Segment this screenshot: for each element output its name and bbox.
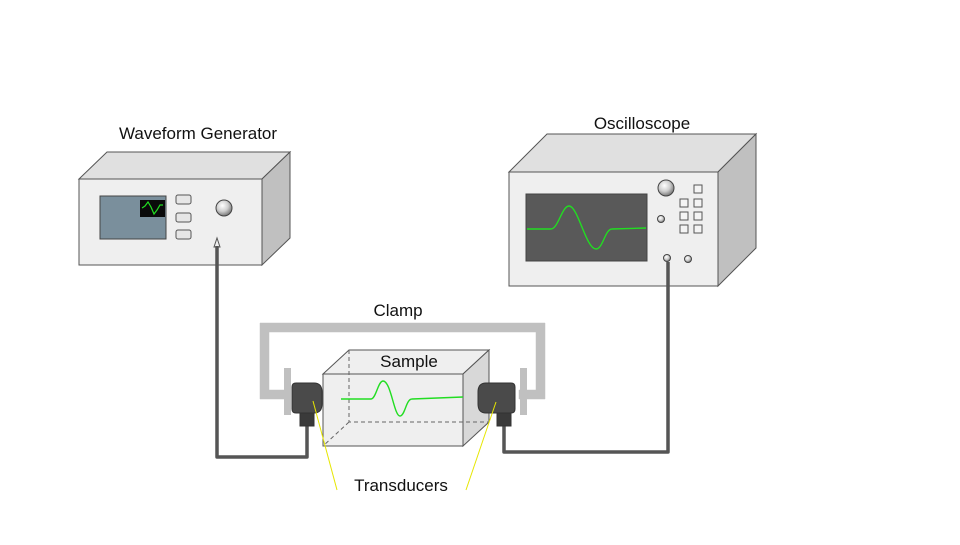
generator-button-1[interactable]	[175, 194, 192, 205]
clamp-jaw-right	[520, 368, 527, 415]
generator-cable	[215, 246, 309, 459]
keypad-key[interactable]	[679, 198, 689, 208]
knob-icon[interactable]	[215, 199, 233, 217]
oscilloscope: Oscilloscope	[507, 114, 758, 288]
transducer-right-connector	[496, 412, 512, 427]
oscilloscope-label: Oscilloscope	[594, 114, 690, 133]
clamp: Clamp	[259, 301, 546, 415]
sine-wave-icon	[141, 200, 163, 216]
keypad-key[interactable]	[693, 224, 703, 234]
sample-front-face	[322, 373, 464, 447]
keypad-key[interactable]	[693, 198, 703, 208]
oscilloscope-small-knob[interactable]	[657, 215, 665, 223]
keypad-key[interactable]	[693, 184, 703, 194]
generator-mini-display	[140, 200, 165, 217]
keypad-key[interactable]	[679, 224, 689, 234]
clamp-label: Clamp	[373, 301, 422, 320]
oscilloscope-screen	[525, 193, 648, 262]
transducer-right	[477, 382, 516, 427]
sample-label: Sample	[380, 352, 438, 371]
transducers-label: Transducers	[354, 476, 448, 495]
oscilloscope-cable	[502, 262, 670, 454]
waveform-generator-label: Waveform Generator	[119, 124, 277, 143]
keypad-key[interactable]	[679, 211, 689, 221]
clamp-jaw-left	[284, 368, 291, 415]
oscilloscope-input-connector	[663, 254, 671, 262]
oscilloscope-top-face	[507, 133, 758, 173]
sample: Sample	[321, 348, 491, 448]
transducer-leader-right	[465, 401, 497, 491]
transducer-left-connector	[299, 412, 315, 427]
oscilloscope-keypad	[679, 184, 703, 234]
transducer-left-body	[291, 382, 323, 414]
generator-top-face	[77, 151, 292, 180]
sample-wave-trace	[341, 380, 464, 417]
oscilloscope-trace	[527, 205, 647, 250]
transducer-right-body	[477, 382, 516, 414]
waveform-generator: Waveform Generator	[77, 124, 292, 267]
knob-icon[interactable]	[657, 179, 675, 197]
generator-button-2[interactable]	[175, 212, 192, 223]
sample-hidden-edge-diagonal	[322, 421, 350, 447]
oscilloscope-aux-connector	[684, 255, 692, 263]
keypad-key[interactable]	[693, 211, 703, 221]
generator-button-3[interactable]	[175, 229, 192, 240]
transducer-leader-left	[312, 400, 338, 491]
